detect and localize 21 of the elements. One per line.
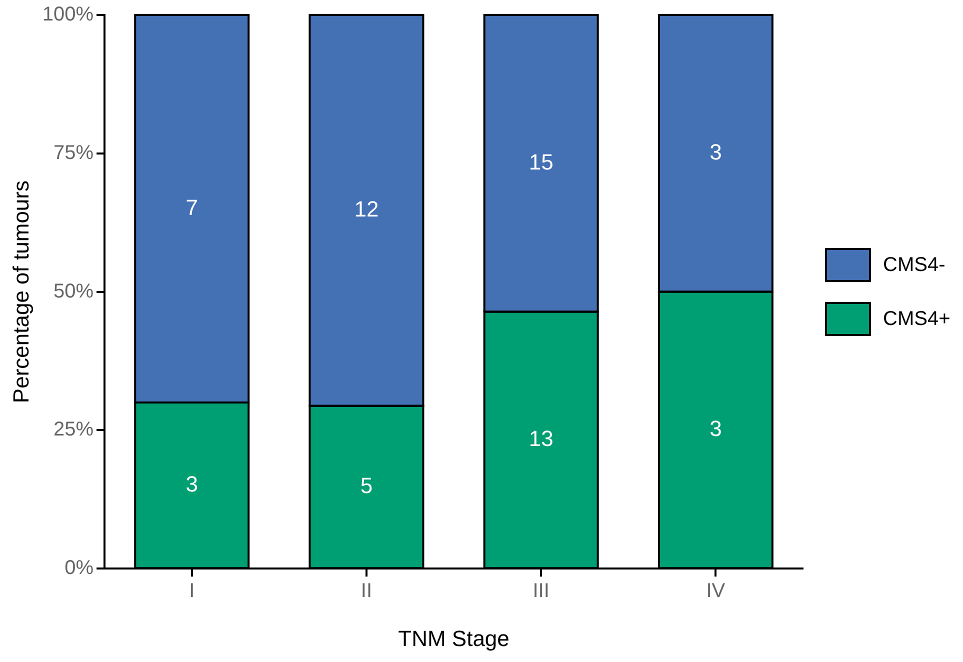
y-tick-label: 75% — [54, 142, 94, 164]
y-tick-label: 25% — [54, 418, 94, 441]
annotation: 3 — [186, 471, 198, 496]
x-tick-label: III — [532, 580, 550, 602]
text: CMS4- — [883, 254, 946, 276]
annotation: 15 — [528, 149, 554, 174]
annotation: 3 — [710, 139, 722, 164]
y-tick-label: 0% — [64, 557, 94, 580]
annotation: 12 — [354, 196, 379, 222]
y-tick-label: 100% — [42, 4, 94, 26]
annotation: 3 — [710, 416, 722, 442]
x-tick-label: II — [360, 580, 372, 602]
x-tick-label: I — [189, 580, 195, 602]
y-axis-title: Percentage of tumours — [8, 180, 34, 404]
annotation: 7 — [186, 194, 198, 220]
annotation: 5 — [360, 473, 373, 498]
y-tick-label: 50% — [54, 280, 94, 302]
x-tick-label: IV — [706, 580, 726, 602]
legend-label: CMS4+ — [883, 308, 950, 330]
annotation: 13 — [528, 426, 554, 451]
x-axis-title: TNM Stage — [398, 626, 510, 651]
